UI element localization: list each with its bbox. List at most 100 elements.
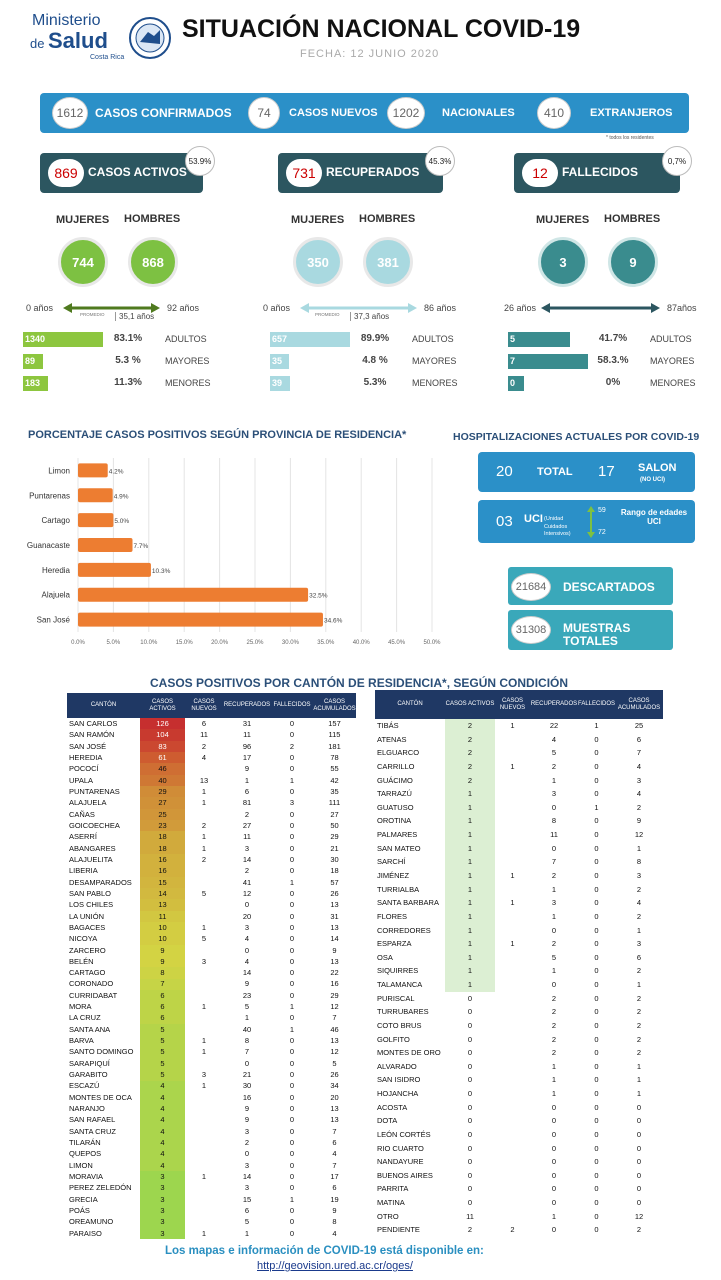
- table-cell: 9: [244, 979, 250, 989]
- table-cell: 11: [550, 830, 558, 840]
- age-max: 92 años: [167, 303, 200, 313]
- uci-sublabel: (Unidad Cuidados Intensivos): [544, 516, 571, 538]
- table-cell: 1: [551, 884, 557, 894]
- table-cell: 1: [201, 1002, 207, 1012]
- men-count: 9: [608, 237, 658, 287]
- table-cell: 0: [289, 1126, 295, 1136]
- table-cell: 0: [467, 993, 473, 1003]
- table-cell: 0: [551, 925, 557, 935]
- table-cell: 1: [244, 1228, 250, 1238]
- group-bar: [23, 332, 103, 347]
- canton-name: GOLFITO: [377, 1034, 410, 1044]
- table-cell: 0: [594, 761, 599, 771]
- table-cell: 31: [242, 718, 252, 728]
- table-cell: 1: [289, 1194, 295, 1204]
- canton-name: CORONADO: [69, 979, 114, 989]
- group-percent: 5.3 %: [115, 355, 141, 366]
- table-cell: 0: [244, 1058, 250, 1068]
- table-cell: 21: [330, 843, 339, 853]
- x-tick-label: 20.0%: [211, 640, 229, 646]
- summary-label: NACIONALES: [442, 107, 515, 119]
- table-cell: 8: [244, 1036, 250, 1046]
- table-cell: 2: [636, 911, 642, 921]
- table-cell: 2: [445, 732, 495, 747]
- table-cell: 18: [140, 831, 185, 843]
- age-min: 26 años: [504, 303, 537, 313]
- table-cell: 1: [594, 802, 599, 812]
- table-cell: 0: [289, 1172, 295, 1182]
- table-cell: 10: [140, 933, 185, 945]
- value-label: 5.0%: [114, 518, 129, 525]
- value-label: 34.6%: [324, 618, 343, 625]
- footer-text: Los mapas e información de COVID-19 está…: [165, 1245, 484, 1257]
- value-label: 32.5%: [309, 593, 328, 600]
- table-cell: 2: [636, 1225, 642, 1235]
- table-cell: 2: [510, 1225, 515, 1235]
- table-cell: 78: [330, 752, 339, 762]
- canton-name: SAN RAMÓN: [69, 730, 115, 740]
- canton-name: SAN ISIDRO: [377, 1075, 421, 1085]
- average-label: PROMEDIO: [315, 312, 340, 317]
- table-cell: 13: [330, 1104, 339, 1114]
- table-cell: 2: [445, 719, 495, 733]
- table-cell: 5: [140, 1057, 185, 1070]
- group-value: 183: [25, 378, 41, 388]
- table-cell: 0: [551, 1198, 557, 1208]
- hospital-label: SALON: [638, 462, 677, 474]
- table-cell: 14: [242, 854, 252, 864]
- x-tick-label: 35.0%: [317, 640, 335, 646]
- men-label: HOMBRES: [124, 213, 181, 225]
- table-cell: 2: [445, 746, 495, 760]
- table-cell: 181: [328, 741, 341, 751]
- canton-name: MATINA: [377, 1198, 405, 1208]
- table-cell: 0: [594, 734, 599, 744]
- table-cell: 17: [330, 1172, 339, 1182]
- table-cell: 4: [140, 1103, 185, 1115]
- table-cell: 17: [242, 752, 252, 762]
- table-cell: 5: [201, 888, 207, 898]
- table-cell: 55: [330, 764, 339, 774]
- table-cell: 2: [289, 741, 295, 751]
- uci-value: 03: [496, 513, 513, 530]
- status-value: 12: [522, 159, 558, 187]
- canton-name: ESPARZA: [377, 939, 412, 949]
- women-count: 744: [58, 237, 108, 287]
- table-cell: 8: [551, 816, 557, 826]
- canton-name: SAN JOSÉ: [69, 741, 107, 751]
- table-cell: 1: [244, 775, 250, 785]
- table-cell: 3: [140, 1216, 185, 1228]
- group-percent: 83.1%: [113, 333, 143, 344]
- table-cell: 0: [289, 752, 295, 762]
- canton-name: PURISCAL: [377, 993, 415, 1003]
- value-label: 4.9%: [114, 493, 129, 500]
- table-cell: 2: [636, 1020, 642, 1030]
- table-cell: 3: [289, 798, 295, 808]
- table-cell: 8: [332, 1217, 337, 1227]
- table-cell: 30: [330, 854, 339, 864]
- canton-name: PARAISO: [69, 1228, 102, 1238]
- table-cell: 0: [289, 730, 295, 740]
- canton-name: ALAJUELA: [69, 798, 107, 808]
- canton-name: SIQUIRRES: [377, 966, 419, 976]
- table-cell: 22: [330, 968, 339, 978]
- table-cell: 0: [467, 1102, 473, 1112]
- canton-name: ALAJUELITA: [69, 854, 113, 864]
- table-cell: 12: [330, 1047, 339, 1057]
- status-label: RECUPERADOS: [326, 165, 420, 179]
- table-cell: 1: [201, 1228, 207, 1238]
- table-cell: 0: [289, 1160, 295, 1170]
- table-cell: 3: [636, 870, 642, 880]
- tests-value: 21684: [511, 573, 551, 601]
- footer-link[interactable]: http://geovision.ured.ac.cr/oges/: [257, 1260, 413, 1272]
- table-cell: 4: [140, 1159, 185, 1172]
- table-header: FALLECIDOS: [578, 701, 616, 708]
- table-cell: 0: [467, 1198, 473, 1208]
- table-cell: 8: [140, 967, 185, 979]
- table-cell: 0: [467, 1061, 473, 1071]
- group-label: MAYORES: [165, 356, 210, 366]
- table-cell: 1: [510, 761, 515, 771]
- table-cell: 0: [594, 748, 599, 758]
- table-cell: 0: [594, 789, 599, 799]
- table-cell: 1: [551, 1089, 557, 1099]
- age-arrow: [63, 303, 160, 313]
